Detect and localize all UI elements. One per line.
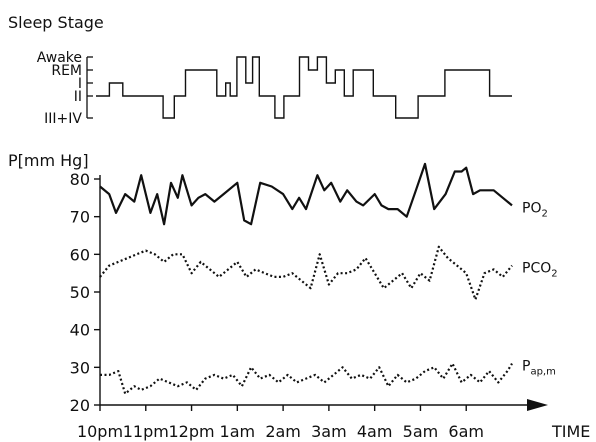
time-axis-label: TIME [551,422,590,441]
sleep-hypnogram [96,56,512,119]
x-tick-label: 4am [357,422,393,441]
x-tick-label: 11pm [123,422,169,441]
x-axis-arrowhead [527,399,548,411]
pressure-axis-label: P[mm Hg] [8,151,89,170]
y-tick-label: 70 [70,208,90,227]
y-tick-label: 60 [70,245,90,264]
x-tick-label: 12pm [169,422,215,441]
series-line-0 [99,162,513,226]
y-tick-label: 50 [70,283,90,302]
x-tick-label: 3am [311,422,347,441]
sleep-stage-label: Awake [37,50,82,66]
y-tick-label: 20 [70,396,90,415]
x-tick-label: 1am [220,422,256,441]
x-tick-label: 6am [448,422,484,441]
x-tick-label: 2am [265,422,301,441]
y-tick-label: 80 [70,170,90,189]
y-tick-label: 30 [70,358,90,377]
x-tick-label: 10pm [77,422,123,441]
sleep-stage-label: I [78,76,82,92]
series-label: PO2 [522,200,548,219]
sleep-stage-label: III+IV [44,111,82,127]
x-tick-label: 5am [403,422,439,441]
series-line-1 [99,245,513,301]
sleep-stage-label: II [74,89,82,105]
y-tick-label: 40 [70,321,90,340]
series-label: PCO2 [522,261,558,280]
sleep-stage-title: Sleep Stage [8,13,104,32]
series-line-2 [100,362,513,395]
series-label: Pap,m [522,359,556,378]
sleep-stage-label: REM [51,63,82,79]
